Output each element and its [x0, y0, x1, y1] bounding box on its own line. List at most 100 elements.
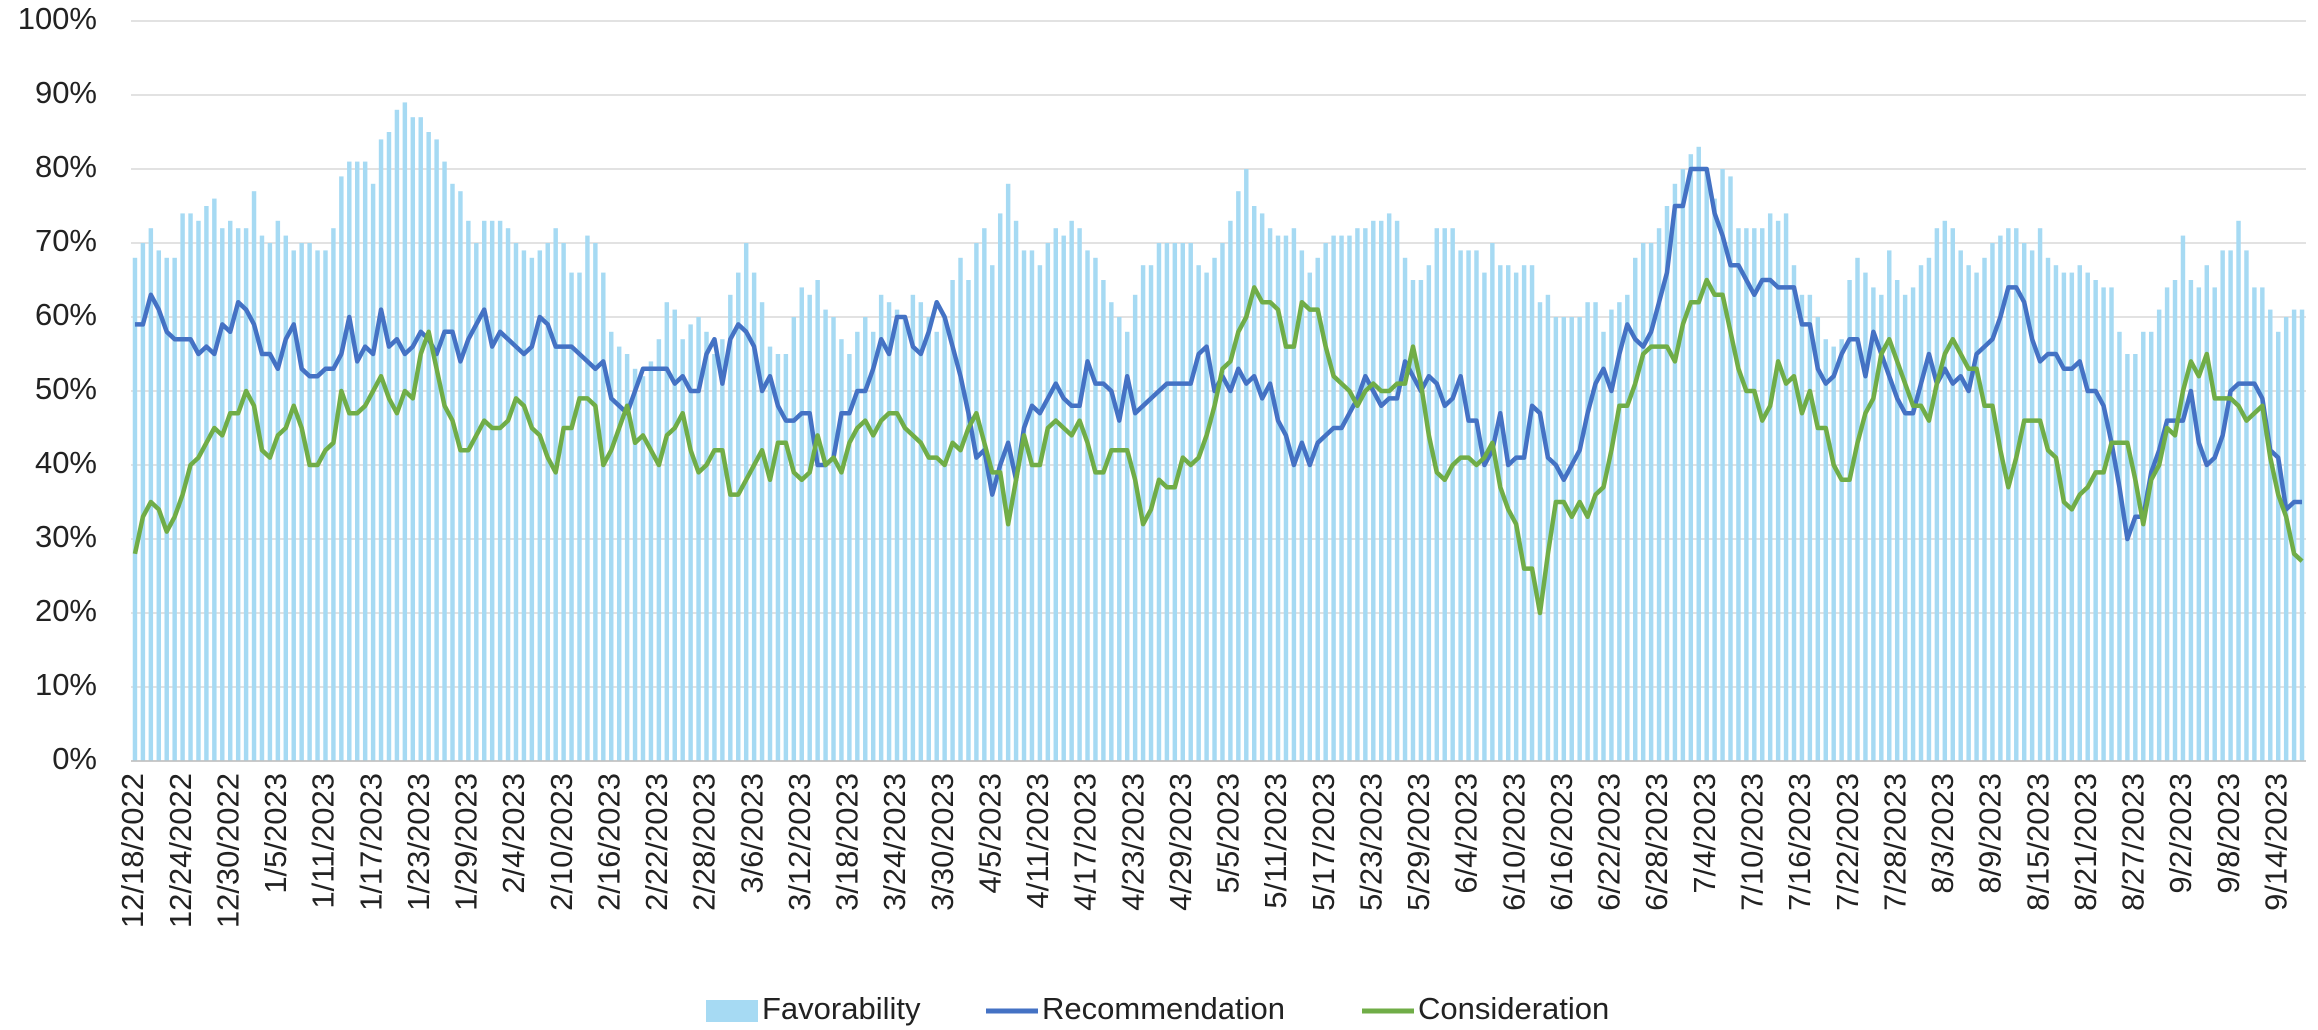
bar: [1799, 294, 1805, 761]
bar: [680, 339, 685, 761]
lines: [132, 166, 2304, 616]
x-tick-label: 7/28/2023: [1877, 773, 1912, 911]
bar: [1513, 272, 1519, 761]
bar: [1275, 235, 1281, 762]
bar: [505, 228, 511, 761]
bar: [1712, 198, 1717, 762]
bar: [148, 228, 154, 761]
x-tick-label: 8/9/2023: [1973, 773, 2008, 894]
x-tick-label: 5/29/2023: [1401, 773, 1436, 911]
bar: [601, 272, 606, 761]
x-tick-label: 5/11/2023: [1258, 773, 1293, 909]
bar: [1688, 154, 1694, 761]
bar: [196, 220, 201, 762]
bar: [1720, 169, 1725, 761]
x-tick-label: 12/18/2022: [115, 773, 150, 928]
legend-swatch: [706, 1000, 758, 1022]
bar: [2014, 228, 2019, 761]
bar: [1220, 243, 1225, 761]
bar: [1767, 213, 1773, 761]
bar: [926, 317, 931, 761]
bar: [251, 191, 257, 761]
bar: [632, 368, 638, 761]
bar: [1601, 331, 1606, 761]
bar: [1926, 257, 1932, 761]
bar: [728, 294, 733, 761]
bar: [2156, 309, 2162, 761]
bar: [370, 183, 376, 762]
bar: [1680, 169, 1686, 761]
bar: [934, 331, 939, 761]
bar: [140, 243, 146, 761]
bar: [529, 257, 535, 761]
bar: [1474, 250, 1479, 761]
bar: [1109, 302, 1114, 761]
bar: [1379, 220, 1384, 762]
legend-label: Consideration: [1418, 991, 1609, 1026]
x-tick-label: 6/4/2023: [1449, 773, 1484, 894]
bar: [497, 220, 503, 762]
bar: [362, 161, 368, 762]
bar: [974, 243, 979, 761]
bar: [1545, 294, 1551, 761]
bar: [1498, 265, 1503, 761]
bar: [648, 361, 654, 761]
bar: [2212, 287, 2217, 761]
bar: [2077, 265, 2082, 761]
x-tick-label: 12/30/2022: [210, 773, 245, 928]
bar: [688, 324, 693, 761]
x-tick-label: 7/4/2023: [1687, 773, 1722, 894]
bar: [474, 243, 479, 761]
bar: [823, 309, 828, 761]
bar: [1656, 228, 1662, 761]
bar: [1394, 220, 1400, 762]
bar: [259, 235, 265, 762]
bar: [1664, 206, 1670, 761]
bar: [1124, 331, 1130, 761]
bar: [1823, 339, 1828, 761]
bar: [1490, 243, 1495, 761]
bar: [1307, 272, 1313, 761]
bar: [783, 354, 789, 761]
bar: [1577, 317, 1582, 761]
bar: [807, 294, 812, 761]
x-tick-label: 8/21/2023: [2068, 773, 2103, 911]
bar: [1267, 228, 1273, 761]
bar: [1934, 228, 1940, 761]
bar: [1617, 302, 1622, 761]
x-tick-label: 3/12/2023: [782, 773, 817, 911]
bar: [283, 235, 289, 762]
bar: [1831, 346, 1836, 761]
x-tick-label: 2/10/2023: [544, 773, 579, 911]
bar: [2196, 287, 2202, 761]
x-tick-label: 5/23/2023: [1353, 773, 1388, 911]
bar: [1291, 228, 1297, 761]
y-tick-label: 10%: [35, 667, 97, 702]
bar: [1998, 235, 2003, 762]
bar: [1196, 265, 1201, 761]
bar: [1561, 317, 1567, 761]
bar: [339, 176, 344, 761]
bar: [664, 302, 670, 761]
bar: [1950, 228, 1955, 761]
bar: [759, 302, 765, 761]
bar: [513, 243, 519, 761]
bar: [561, 243, 566, 761]
x-tick-label: 1/29/2023: [449, 773, 484, 911]
bar: [402, 102, 408, 761]
x-tick-label: 8/15/2023: [2020, 773, 2055, 911]
bar: [545, 243, 550, 761]
bar: [878, 294, 884, 761]
bar: [2291, 309, 2297, 761]
bar: [2037, 228, 2043, 761]
bar: [243, 228, 249, 761]
bar: [1879, 294, 1884, 761]
y-tick-label: 30%: [35, 519, 97, 554]
bar: [267, 243, 273, 761]
bar: [720, 339, 725, 761]
x-tick-label: 3/30/2023: [925, 773, 960, 911]
bar: [1942, 220, 1948, 762]
bar: [2220, 250, 2225, 761]
y-tick-label: 100%: [18, 1, 97, 36]
